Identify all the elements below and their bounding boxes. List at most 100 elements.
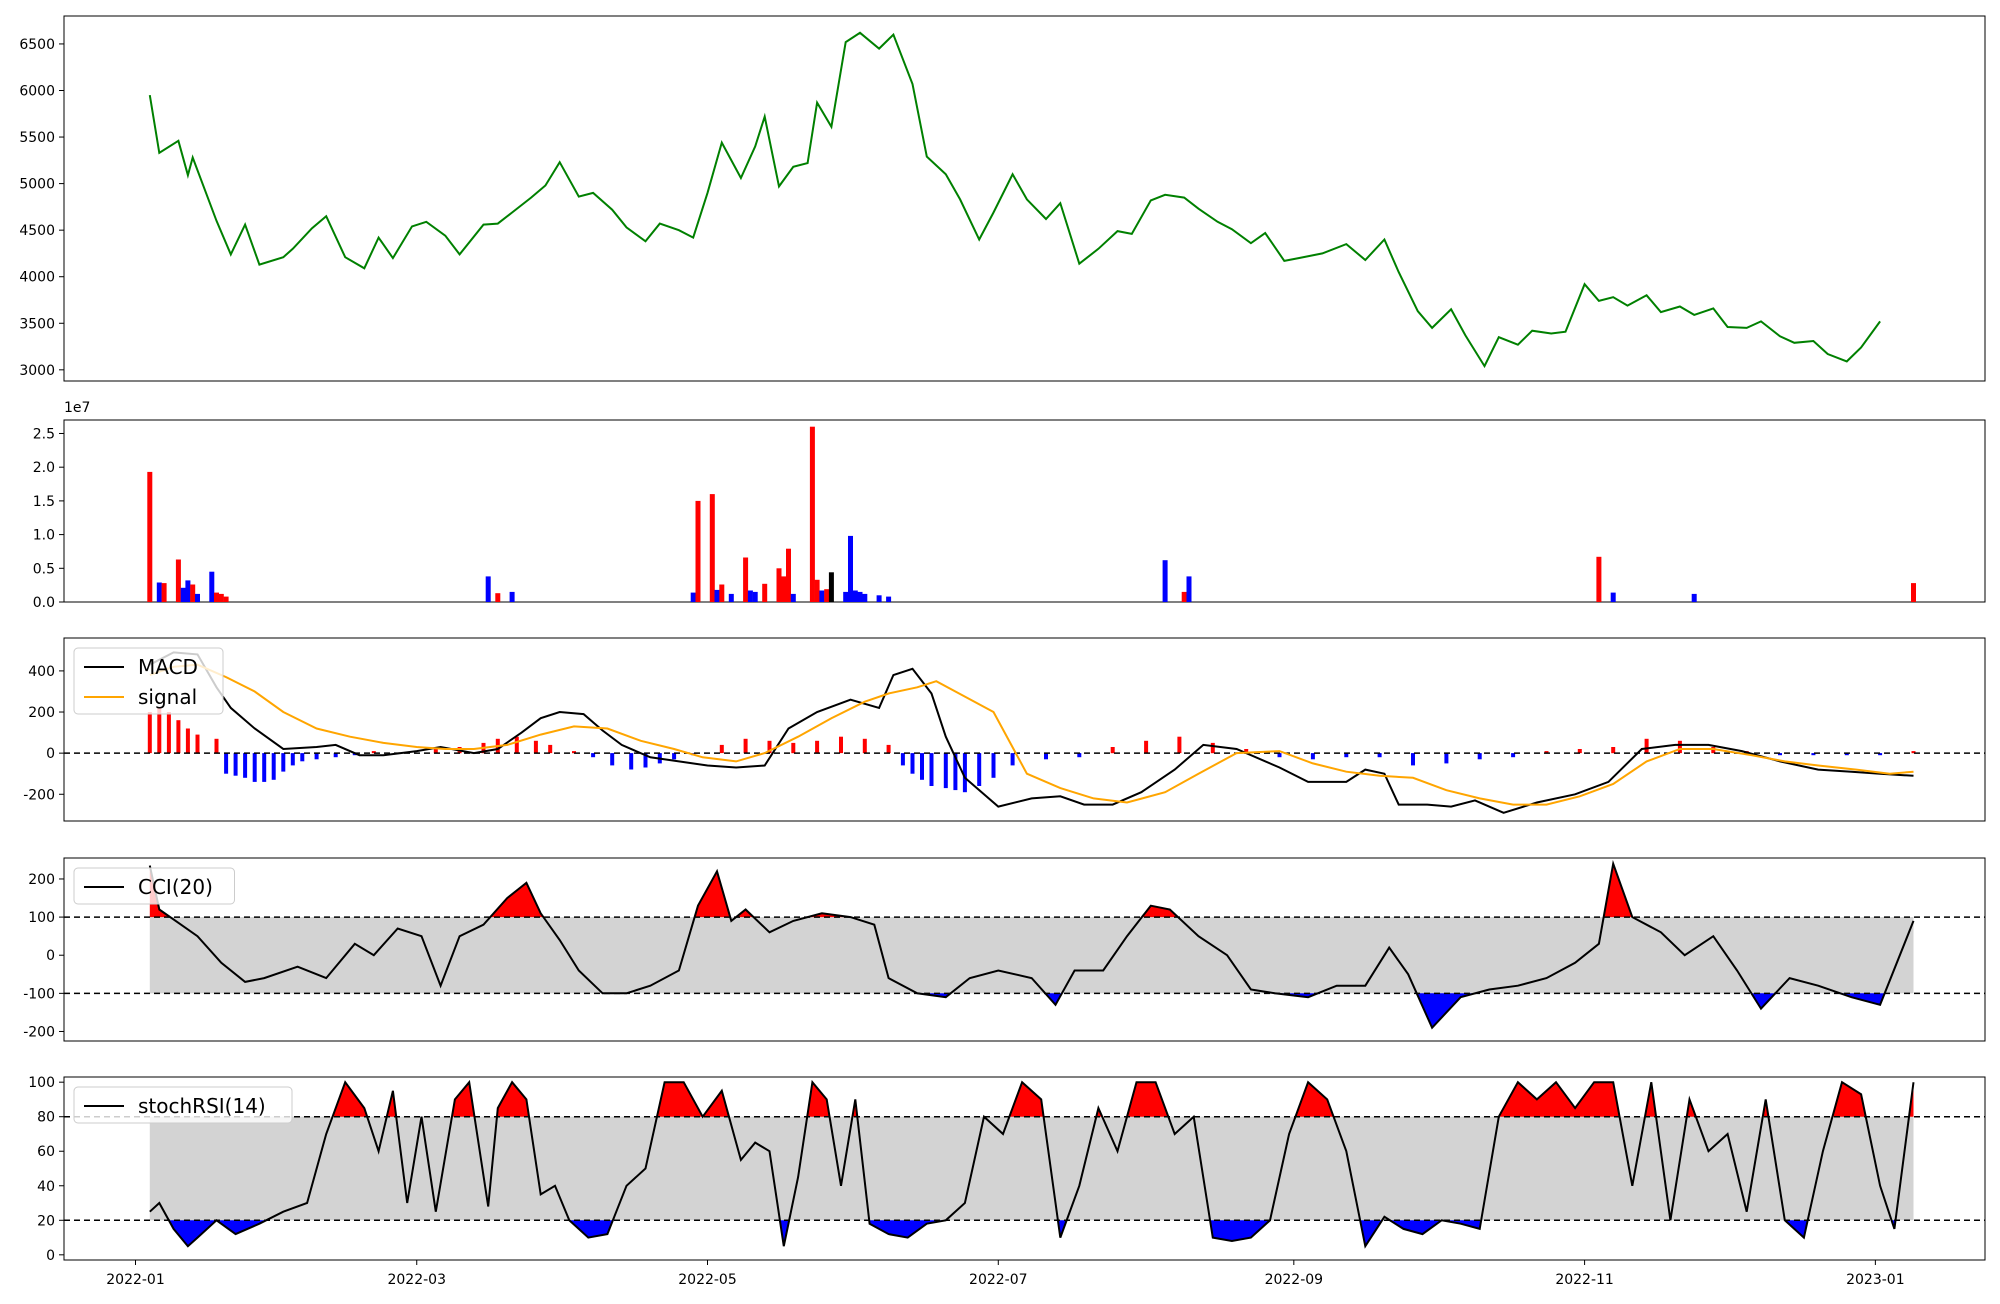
y-tick-label: 6500 (19, 37, 55, 53)
volume-bar (190, 584, 196, 602)
volume-bar (147, 471, 153, 602)
macd-histogram-bar (252, 753, 257, 782)
macd-histogram-bar (886, 744, 891, 754)
macd-histogram-bar (815, 740, 820, 754)
y-tick-label: 0 (46, 746, 55, 762)
overbought-fill (807, 1082, 830, 1117)
y-tick-label: 0.0 (33, 595, 55, 611)
macd-histogram-bar (791, 742, 796, 754)
price-line (148, 31, 1881, 369)
macd-histogram-bar (977, 753, 982, 786)
volume-bar (1181, 591, 1187, 602)
macd-histogram-bar (910, 753, 915, 774)
macd-histogram-bar (1878, 753, 1883, 756)
macd-histogram-bar (1577, 749, 1582, 754)
volume-bar (862, 593, 868, 602)
macd-histogram-bar (333, 753, 338, 758)
y-tick-label: 1.0 (33, 528, 55, 544)
macd-histogram-bar (672, 753, 677, 760)
volume-bar (485, 576, 491, 602)
y-tick-label: 400 (28, 664, 55, 680)
volume-bar (209, 571, 215, 602)
plot-frame (63, 419, 1986, 603)
macd-histogram-bar (147, 712, 152, 754)
macd-histogram-bar (1110, 747, 1115, 754)
volume-bar (690, 592, 696, 602)
y-tick-label: 2.0 (33, 460, 55, 476)
macd-histogram-bar (862, 738, 867, 754)
volume-bar (195, 593, 200, 602)
y-tick-label: -200 (23, 1024, 55, 1040)
y-tick-label: 40 (37, 1179, 55, 1195)
volume-bar (175, 559, 181, 602)
macd-histogram-bar (262, 753, 267, 782)
macd-histogram-bar (591, 753, 596, 758)
volume-bar (819, 590, 825, 602)
macd-histogram-bar (1911, 751, 1916, 754)
x-tick-label: 2022-03 (387, 1272, 446, 1288)
macd-histogram-bar (548, 744, 553, 754)
y-tick-label: 2.5 (33, 426, 55, 442)
oversold-fill (1360, 1220, 1383, 1247)
macd-histogram-bar (176, 720, 181, 754)
plot-frame (63, 15, 1986, 382)
macd-histogram-bar (314, 753, 319, 760)
macd-histogram-bar (300, 753, 305, 762)
y-tick-label: 100 (28, 910, 55, 926)
volume-bar (828, 572, 834, 602)
y-tick-label: 5000 (19, 177, 55, 193)
macd-histogram-bar (1210, 742, 1215, 754)
volume-bar (886, 596, 892, 602)
macd-histogram-bar (514, 736, 519, 754)
volume-bar (752, 591, 758, 602)
macd-histogram-bar (1544, 751, 1549, 754)
stochrsi-line (149, 1079, 1915, 1249)
y-tick-label: 6000 (19, 83, 55, 99)
legend-box (73, 1086, 293, 1124)
macd-histogram-bar (243, 753, 248, 778)
macd-histogram-bar (900, 753, 905, 766)
neutral-band (149, 917, 1914, 994)
macd-histogram-bar (1010, 753, 1015, 766)
macd-histogram-bar (1044, 753, 1048, 760)
macd-histogram-bar (1277, 753, 1282, 758)
macd-histogram-bar (839, 736, 843, 754)
volume-bar (218, 593, 224, 602)
macd-line (149, 651, 1914, 814)
macd-histogram-bar (281, 753, 286, 772)
plot-frame (63, 637, 1986, 822)
macd-histogram-bar (157, 707, 162, 754)
macd-histogram-bar (195, 734, 200, 754)
volume-bar (781, 576, 787, 602)
y-tick-label: -200 (23, 787, 55, 803)
volume-bar (185, 580, 191, 602)
overbought-fill (496, 1082, 529, 1117)
volume-bar (809, 426, 815, 602)
oversold-fill (1045, 993, 1062, 1005)
x-tick-label: 2022-11 (1555, 1272, 1614, 1288)
plot-frame (63, 1076, 1986, 1261)
volume-panel: 0.0 0.5 1.0 1.5 2.0 2.5 1e7 (33, 400, 1986, 611)
macd-histogram-bar (929, 753, 934, 786)
x-tick-label: 2022-07 (969, 1272, 1028, 1288)
volume-bar (843, 591, 849, 602)
y-tick-label: 3000 (19, 363, 55, 379)
volume-bar (728, 593, 734, 602)
x-tick-label: 2022-05 (678, 1272, 737, 1288)
macd-histogram-bar (271, 753, 276, 780)
volume-bar (848, 535, 853, 602)
overbought-fill (1009, 1082, 1044, 1117)
macd-histogram-bar (1344, 753, 1349, 758)
legend-label: stochRSI(14) (138, 1094, 266, 1118)
cci-panel: -200 -100 0 100 200 CCI(20) (23, 857, 1986, 1042)
volume-bar (786, 548, 791, 602)
macd-histogram-bar (1677, 740, 1682, 754)
volume-bar (857, 591, 863, 602)
y-tick-label: 5500 (19, 130, 55, 146)
volume-bar (709, 494, 715, 602)
volume-bar (1596, 556, 1602, 602)
macd-histogram-bar (1411, 753, 1415, 766)
overbought-fill (736, 909, 754, 918)
volume-bar (852, 590, 858, 602)
volume-bar (714, 589, 720, 602)
